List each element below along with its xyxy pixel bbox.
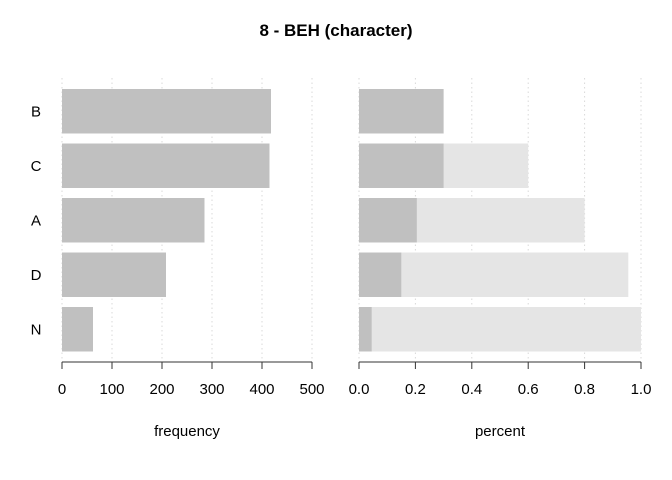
chart-title: 8 - BEH (character): [259, 21, 412, 40]
frequency-bar-c: [62, 143, 270, 188]
frequency-axis-label: frequency: [154, 423, 220, 440]
percent-tick-label: 0.0: [349, 381, 370, 398]
category-label-d: D: [31, 267, 42, 284]
category-label-a: A: [31, 212, 41, 229]
frequency-tick-label: 200: [149, 381, 174, 398]
percent-bars: [359, 89, 641, 352]
frequency-panel: 0 100 200 300 400 500 frequency: [58, 78, 325, 440]
percent-axis: 0.0 0.2 0.4 0.6 0.8 1.0: [349, 361, 652, 398]
percent-bar-b: [359, 89, 444, 134]
percent-bar-n: [359, 307, 372, 352]
category-labels: B C A D N: [31, 103, 42, 338]
percent-tick-label: 0.2: [405, 381, 426, 398]
category-label-b: B: [31, 103, 41, 120]
frequency-bar-n: [62, 307, 93, 352]
frequency-tick-label: 0: [58, 381, 66, 398]
percent-panel: 0.0 0.2 0.4 0.6 0.8 1.0 percent: [349, 78, 652, 440]
frequency-tick-label: 500: [299, 381, 324, 398]
frequency-tick-label: 300: [199, 381, 224, 398]
percent-tick-label: 1.0: [631, 381, 652, 398]
percent-axis-label: percent: [475, 423, 526, 440]
percent-tick-label: 0.6: [518, 381, 539, 398]
category-label-n: N: [31, 321, 42, 338]
frequency-bar-b: [62, 89, 271, 134]
percent-tick-label: 0.4: [461, 381, 482, 398]
category-label-c: C: [31, 158, 42, 175]
frequency-tick-label: 400: [249, 381, 274, 398]
percent-tick-label: 0.8: [574, 381, 595, 398]
frequency-bar-d: [62, 252, 166, 297]
frequency-bars: [62, 89, 271, 352]
percent-bar-a: [359, 198, 417, 243]
frequency-tick-label: 100: [99, 381, 124, 398]
frequency-axis: 0 100 200 300 400 500: [58, 361, 325, 398]
frequency-bar-a: [62, 198, 205, 243]
percent-bar-c: [359, 143, 444, 188]
percent-cumulative-bar-n: [359, 307, 641, 352]
percent-cumulative-bar-d: [359, 252, 629, 297]
percent-bar-d: [359, 252, 402, 297]
